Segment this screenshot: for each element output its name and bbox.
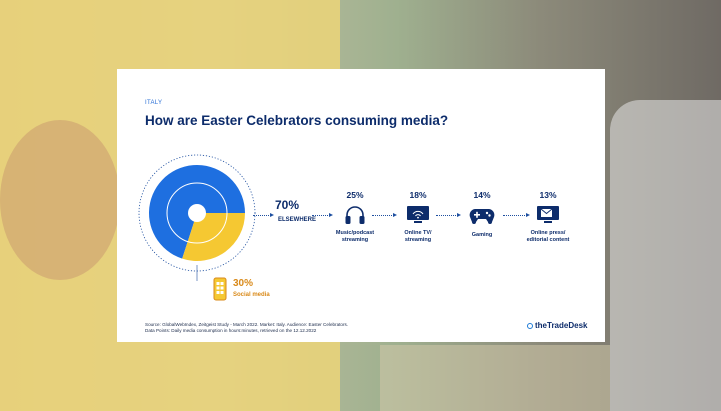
elsewhere-label: ELSEWHERE: [277, 217, 316, 223]
tv-label: Online TV/streaming: [388, 230, 448, 244]
headphones-icon: [345, 206, 365, 224]
donut-hole: [188, 204, 206, 222]
chart-title: How are Easter Celebrators consuming med…: [145, 113, 449, 128]
arrow-gaming-to-press: [503, 213, 530, 217]
elsewhere-percent: 70%: [275, 198, 300, 212]
gaming-label: Gaming: [471, 232, 493, 238]
gaming-percent: 14%: [473, 190, 491, 200]
arrow-donut-to-elsewhere: [253, 213, 274, 217]
country-tag: ITALY: [145, 100, 163, 106]
music-label-line1: Music/podcast: [335, 230, 375, 236]
brand-logo: theTradeDesk: [527, 321, 587, 330]
online-press-icon: [537, 206, 559, 223]
donut-inner-ring: [166, 182, 228, 244]
social-percent: 30%: [233, 278, 254, 289]
source-line1: Source: GlobalWebIndex, Zeitgeist Study …: [145, 322, 349, 327]
music-label: Music/podcast streaming: [325, 230, 385, 244]
press-label-line1: Online press/: [530, 230, 566, 236]
arrow-music-to-tv: [372, 213, 397, 217]
smartphone-icon: [213, 277, 227, 301]
tv-wifi-icon: [407, 206, 429, 223]
logo-mark-icon: [527, 323, 533, 329]
music-label-line2: streaming: [341, 237, 369, 243]
press-label-line2: editorial content: [526, 237, 570, 243]
arrow-elsewhere-to-music: [312, 213, 333, 217]
tv-label-line1: Online TV/: [404, 230, 432, 236]
background-person-shape-right: [610, 100, 721, 411]
music-percent: 25%: [346, 190, 364, 200]
brand-name: theTradeDesk: [535, 321, 588, 330]
donut-chart: [138, 154, 256, 281]
arrow-tv-to-gaming: [436, 213, 461, 217]
source-note: Source: GlobalWebIndex, Zeitgeist Study …: [145, 322, 395, 334]
press-percent: 13%: [539, 190, 557, 200]
gamepad-icon: [469, 209, 495, 224]
background-table-shape: [380, 345, 610, 411]
source-line2: Data Points: Daily media consumption in …: [145, 328, 317, 333]
social-label: Social media: [233, 292, 270, 298]
tv-label-line2: streaming: [404, 237, 432, 243]
press-label: Online press/editorial content: [513, 230, 583, 244]
infographic-card: ITALY How are Easter Celebrators consumi…: [117, 69, 605, 342]
slice-social-media: [182, 213, 245, 261]
background-person-shape: [0, 120, 120, 280]
tv-percent: 18%: [409, 190, 427, 200]
